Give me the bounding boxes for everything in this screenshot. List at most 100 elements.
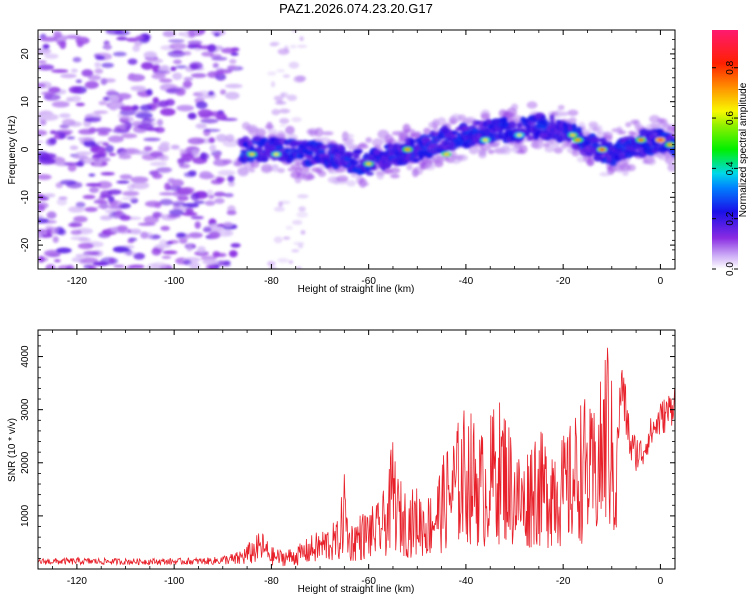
heatmap-cell — [97, 131, 110, 136]
heatmap-cell — [298, 206, 306, 212]
heatmap-cell — [181, 153, 195, 161]
snr-xtick-label: -120 — [67, 576, 87, 587]
heatmap-cell — [256, 147, 263, 156]
heatmap-cell — [424, 163, 436, 171]
heatmap-cell — [108, 152, 117, 157]
heatmap-cell — [213, 191, 226, 197]
spectrogram-heatmap — [38, 30, 675, 269]
heatmap-cell — [557, 104, 565, 111]
heatmap-cell — [468, 145, 479, 155]
heatmap-cell — [149, 151, 164, 157]
heatmap-cell — [293, 241, 305, 246]
heatmap-cell — [286, 94, 298, 102]
heatmap-cell — [202, 227, 212, 233]
heatmap-cell — [220, 89, 227, 95]
heatmap-cell — [84, 117, 102, 123]
heatmap-cell — [186, 244, 193, 252]
heatmap-cell — [59, 179, 77, 185]
heatmap-cell — [46, 211, 57, 219]
heatmap-cell — [72, 57, 82, 63]
heatmap-cell — [336, 175, 349, 182]
heatmap-cell — [288, 61, 300, 69]
heatmap-cell — [159, 192, 176, 196]
heatmap-cell — [217, 169, 236, 176]
heatmap-cell — [183, 51, 192, 56]
heatmap-cell — [213, 32, 220, 37]
heatmap-cell — [208, 231, 221, 239]
heatmap-cell — [101, 62, 114, 68]
heatmap-cell — [70, 229, 82, 235]
heatmap-cell — [214, 198, 225, 204]
heatmap-cell — [267, 260, 276, 267]
heatmap-cell — [130, 228, 142, 235]
heatmap-cell — [87, 74, 101, 81]
heatmap-cell — [183, 259, 192, 266]
heatmap-cell — [162, 250, 178, 255]
heatmap-cell — [276, 100, 284, 104]
heatmap-cell — [98, 100, 108, 106]
spectrogram-ytick-label: 10 — [20, 96, 31, 108]
heatmap-cell — [70, 68, 78, 73]
heatmap-cell — [125, 116, 134, 123]
heatmap-cell — [207, 44, 217, 53]
snr-xtick-label: -80 — [264, 576, 279, 587]
snr-panel: -120 -100 -80 -60 -40 -20 0 1000 2000 3000 4000 He… — [7, 329, 676, 595]
heatmap-cell — [429, 130, 436, 138]
heatmap-cell — [108, 94, 120, 103]
heatmap-cell — [173, 59, 182, 65]
heatmap-cell — [130, 176, 149, 183]
heatmap-cell — [141, 61, 154, 70]
heatmap-cell — [291, 249, 300, 253]
heatmap-cell — [152, 64, 161, 73]
colorbar-tick-label: 0.6 — [725, 111, 736, 125]
heatmap-cell — [107, 189, 122, 195]
heatmap-cell — [188, 232, 203, 239]
heatmap-cell — [625, 121, 632, 128]
heatmap-cell — [56, 247, 72, 254]
heatmap-cell — [346, 180, 356, 187]
heatmap-cell — [65, 34, 82, 39]
heatmap-cell — [44, 53, 59, 59]
heatmap-cell — [365, 171, 374, 176]
heatmap-cell — [207, 90, 215, 96]
heatmap-cell — [92, 261, 109, 267]
heatmap-cell — [152, 97, 160, 104]
heatmap-cell — [120, 123, 127, 131]
heatmap-cell — [151, 170, 160, 178]
heatmap-cell — [280, 92, 289, 98]
heatmap-cell — [176, 104, 195, 112]
heatmap-cell — [58, 132, 66, 139]
heatmap-cell — [38, 214, 44, 219]
heatmap-cell — [387, 142, 394, 151]
heatmap-cell — [257, 128, 265, 137]
heatmap-cell — [38, 60, 47, 64]
heatmap-blobs — [38, 30, 675, 269]
heatmap-cell — [38, 64, 55, 71]
spectrogram-ylabel: Frequency (Hz) — [7, 116, 18, 185]
heatmap-cell — [88, 265, 97, 269]
heatmap-cell — [169, 42, 187, 50]
heatmap-cell — [296, 194, 309, 199]
heatmap-cell — [191, 149, 199, 158]
heatmap-cell — [215, 134, 228, 142]
spectrogram-ytick-label: 20 — [20, 48, 31, 60]
heatmap-cell — [77, 242, 94, 250]
heatmap-cell — [630, 131, 639, 137]
spectrogram-xtick-label: -40 — [459, 276, 474, 287]
heatmap-cell — [54, 259, 61, 263]
heatmap-cell — [206, 189, 214, 196]
colorbar-label: Normalized spectral amplitude — [738, 82, 749, 217]
heatmap-cell — [172, 72, 183, 80]
snr-xlabel: Height of straight line (km) — [298, 584, 415, 595]
heatmap-cell — [177, 195, 189, 201]
heatmap-cell — [305, 174, 316, 180]
heatmap-cell — [148, 118, 156, 122]
heatmap-cell — [52, 236, 59, 244]
heatmap-cell — [248, 168, 256, 173]
heatmap-cell — [38, 255, 45, 263]
heatmap-cell — [133, 150, 151, 155]
heatmap-cell — [73, 215, 88, 223]
heatmap-cell — [85, 183, 102, 187]
heatmap-cell — [212, 62, 219, 69]
heatmap-cell — [49, 137, 57, 145]
